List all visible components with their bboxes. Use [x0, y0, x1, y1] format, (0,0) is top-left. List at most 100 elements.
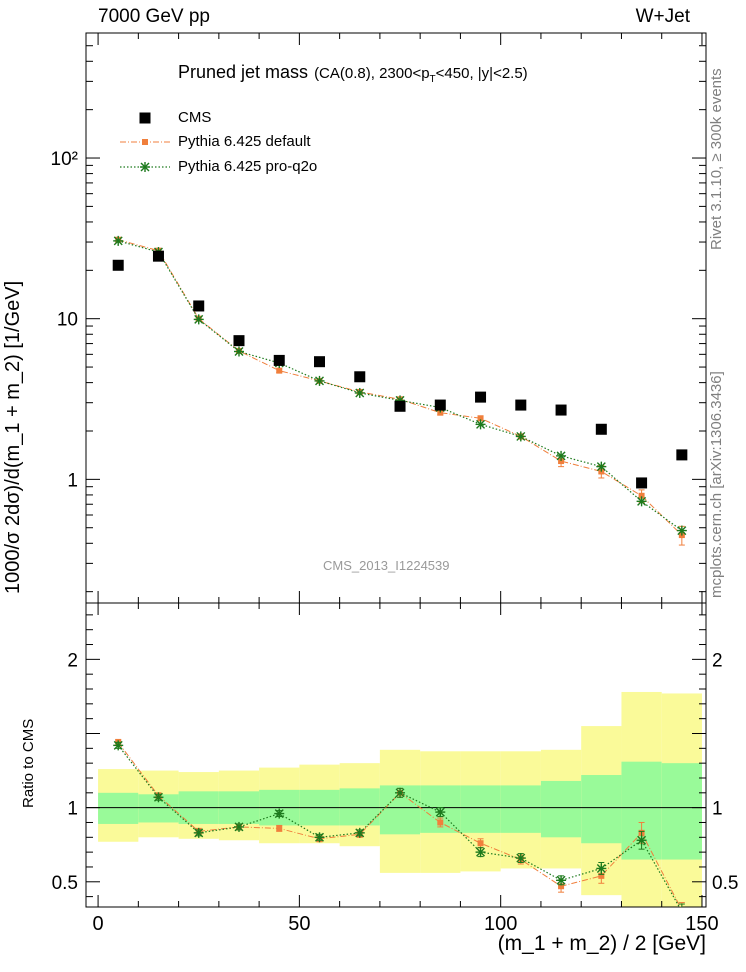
legend-label-pythia-proq2o: Pythia 6.425 pro-q2o	[178, 158, 318, 175]
band-inner-bin	[339, 788, 380, 826]
y-tick-label-ratio-right: 1	[712, 799, 723, 820]
point-cms	[112, 259, 124, 271]
x-tick-label: 50	[288, 913, 310, 935]
ratio-point-pythia-proq2o	[233, 821, 244, 832]
point-pythia-proq2o	[475, 419, 486, 430]
point-cms	[233, 335, 245, 347]
cut-prefix: (CA(0.8), 2300<p	[314, 65, 430, 82]
ratio-point-pythia-proq2o	[475, 847, 486, 858]
legend-label-pythia-default: Pythia 6.425 default	[178, 133, 311, 150]
point-cms	[555, 404, 567, 416]
ratio-point-pythia-proq2o	[354, 827, 365, 838]
point-pythia-default	[638, 492, 645, 499]
legend-marker-pythia-default	[142, 139, 148, 145]
point-pythia-default	[477, 415, 484, 422]
y-tick-label-ratio-right: 0.5	[712, 873, 738, 894]
line-pythia-default	[118, 239, 683, 536]
mcplots-label: mcplots.cern.ch [arXiv:1306.3436]	[708, 371, 725, 598]
ratio-series	[113, 738, 686, 907]
ratio-point-pythia-proq2o	[153, 792, 164, 803]
main-y-axis-label: 1000/σ 2dσ)/d(m_1 + m_2) [1/GeV]	[2, 280, 24, 594]
ratio-point-pythia-proq2o	[596, 863, 607, 874]
plot-title: Pruned jet mass (CA(0.8), 2300<pT<450, |y…	[178, 62, 528, 85]
point-pythia-proq2o	[193, 314, 204, 325]
x-tick-label: 100	[484, 913, 517, 935]
point-pythia-proq2o	[354, 387, 365, 398]
band-inner-bin	[460, 785, 501, 833]
y-tick-label-main: 10²	[51, 149, 78, 170]
band-inner-bin	[500, 785, 541, 833]
ratio-point-pythia-proq2o	[193, 827, 204, 838]
plot-title-cuts: (CA(0.8), 2300<pT<450, |y|<2.5)	[314, 65, 528, 85]
y-tick-label-ratio: 2	[67, 650, 78, 671]
point-cms	[434, 399, 446, 411]
point-pythia-default	[276, 367, 283, 374]
ratio-point-pythia-proq2o	[435, 807, 446, 818]
x-tick-label: 0	[93, 913, 104, 935]
point-pythia-proq2o	[314, 375, 325, 386]
point-pythia-proq2o	[515, 431, 526, 442]
axis-ticks: 0 50 100 150 1 10 10² 0.5 0.5 1 1 2 2	[51, 32, 738, 935]
y-tick-label-main: 10	[57, 310, 78, 331]
ratio-point-pythia-default	[598, 872, 605, 879]
point-cms	[636, 477, 648, 489]
plot-title-main: Pruned jet mass	[178, 62, 309, 82]
cut-sub: T	[429, 74, 436, 85]
x-axis-label: (m_1 + m_2) / 2 [GeV]	[497, 932, 706, 955]
point-pythia-proq2o	[676, 525, 687, 536]
point-pythia-default	[437, 409, 444, 416]
ratio-point-pythia-default	[678, 906, 685, 907]
process-label: W+Jet	[635, 6, 690, 27]
legend-marker-cms	[139, 112, 151, 124]
point-pythia-proq2o	[556, 450, 567, 461]
point-cms	[676, 449, 688, 461]
y-tick-label-main: 1	[67, 470, 78, 491]
point-cms	[475, 391, 487, 403]
x-tick-label: 150	[685, 913, 718, 935]
point-cms	[354, 371, 366, 383]
ratio-y-axis-label: Ratio to CMS	[20, 718, 37, 808]
y-tick-label-ratio: 1	[67, 799, 78, 820]
plot-frames	[85, 32, 707, 908]
point-pythia-proq2o	[113, 235, 124, 246]
point-pythia-proq2o	[636, 496, 647, 507]
point-cms	[394, 400, 406, 412]
legend	[120, 112, 170, 172]
data-series	[112, 235, 688, 907]
ratio-point-pythia-proq2o	[515, 853, 526, 864]
ratio-point-pythia-proq2o	[395, 787, 406, 798]
ratio-bands	[86, 691, 706, 907]
analysis-label: CMS_2013_I1224539	[323, 558, 450, 573]
ratio-point-pythia-default	[558, 883, 565, 890]
point-cms	[273, 354, 285, 366]
ratio-point-pythia-default	[477, 840, 484, 847]
ratio-frame	[85, 602, 707, 908]
ratio-point-pythia-proq2o	[314, 832, 325, 843]
band-inner-bin	[581, 775, 622, 844]
legend-label-cms: CMS	[178, 109, 212, 126]
band-inner-bin	[540, 780, 582, 838]
legend-marker-pythia-proq2o	[140, 162, 150, 172]
y-tick-label-ratio-right: 2	[712, 650, 723, 671]
line-pythia-proq2o	[118, 240, 683, 532]
band-inner-bin	[98, 792, 139, 824]
point-cms	[515, 399, 527, 411]
ratio-point-pythia-proq2o	[113, 740, 124, 751]
point-pythia-default	[558, 458, 565, 465]
ratio-point-pythia-default	[276, 825, 283, 832]
band-inner-bin	[661, 763, 702, 860]
energy-label: 7000 GeV pp	[98, 6, 210, 27]
ratio-point-pythia-proq2o	[636, 835, 647, 846]
point-cms	[193, 300, 205, 312]
point-cms	[152, 250, 164, 262]
ratio-point-pythia-proq2o	[274, 808, 285, 819]
point-cms	[314, 356, 326, 368]
rivet-label: Rivet 3.1.10, ≥ 300k events	[708, 68, 725, 250]
point-pythia-proq2o	[233, 346, 244, 357]
cut-suffix: <450, |y|<2.5)	[435, 65, 528, 82]
ratio-point-pythia-proq2o	[556, 875, 567, 886]
ratio-point-pythia-default	[437, 819, 444, 826]
point-cms	[595, 423, 607, 435]
point-pythia-proq2o	[596, 461, 607, 472]
